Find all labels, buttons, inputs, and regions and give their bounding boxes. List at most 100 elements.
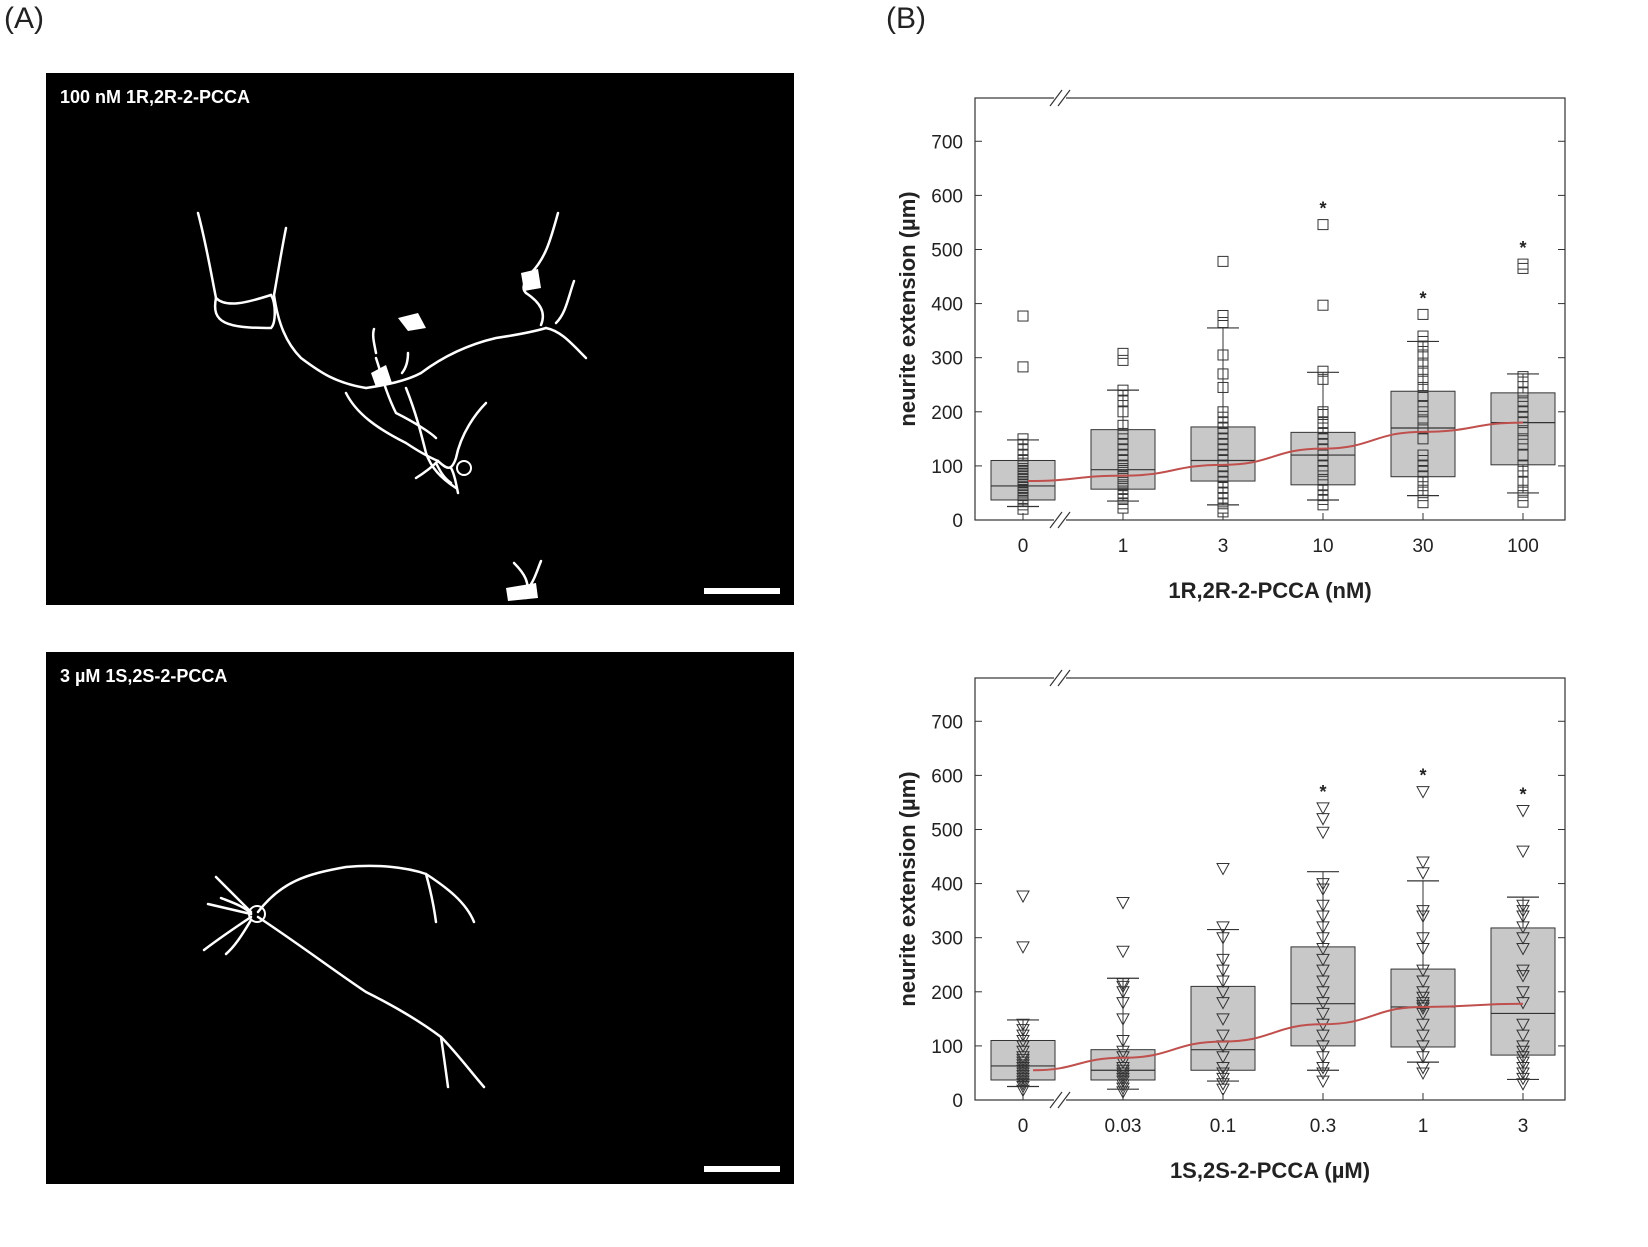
box <box>1490 927 1556 1056</box>
data-point <box>1217 406 1229 418</box>
panel-label-a: (A) <box>4 2 44 35</box>
data-point <box>1216 953 1230 967</box>
data-point <box>1116 978 1130 991</box>
data-point <box>1016 1024 1030 1037</box>
chart-top: 0 100 200 300 400 500 600 700 0 1 3 10 30 100 1R,2R-2-… <box>870 80 1570 620</box>
data-point <box>1316 883 1330 897</box>
data-point <box>1117 354 1129 366</box>
data-point <box>1517 262 1529 274</box>
y-axis-label: neurite extension (µm) <box>895 191 920 426</box>
data-point <box>1016 1018 1030 1032</box>
data-point <box>1317 299 1329 311</box>
y-tick-label: 0 <box>952 511 963 532</box>
data-point <box>1316 813 1330 826</box>
x-tick-label: 0.3 <box>1310 1116 1336 1137</box>
scale-bar-top <box>704 588 780 594</box>
box <box>1190 985 1256 1071</box>
data-point <box>1217 349 1229 361</box>
data-point <box>1417 308 1429 320</box>
chart-bottom: 0 100 200 300 400 500 600 700 0 0.03 0.1 0.3 1 3 1S,2S… <box>870 660 1570 1200</box>
data-point <box>1517 258 1529 270</box>
y-tick-label: 500 <box>931 820 963 841</box>
data-point <box>1116 1034 1130 1048</box>
data-point <box>1517 460 1529 472</box>
data-point <box>1116 1064 1130 1078</box>
data-point <box>1416 932 1430 945</box>
data-point <box>1216 1029 1230 1043</box>
significance-star: * <box>1419 288 1426 308</box>
data-point <box>1216 862 1230 876</box>
data-point <box>1317 473 1329 485</box>
data-point <box>1417 330 1429 342</box>
data-point <box>1116 986 1130 999</box>
x-tick-label: 1 <box>1118 536 1129 557</box>
data-point <box>1317 373 1329 385</box>
significance-star: * <box>1519 785 1526 805</box>
data-point <box>1316 1075 1330 1089</box>
data-point <box>1117 419 1129 431</box>
data-point <box>1517 425 1529 437</box>
y-tick-label: 500 <box>931 240 963 261</box>
data-point <box>1416 910 1430 924</box>
data-point <box>1316 826 1330 840</box>
data-point <box>1316 899 1330 913</box>
data-point <box>1517 496 1529 508</box>
x-tick-label: 3 <box>1218 536 1229 557</box>
y-tick-label: 700 <box>931 132 963 153</box>
data-point <box>1517 371 1529 383</box>
y-tick-label: 400 <box>931 295 963 316</box>
scale-bar-bottom <box>704 1166 780 1172</box>
data-point <box>1317 406 1329 418</box>
data-point <box>1217 317 1229 329</box>
chart-top-svg: 0 100 200 300 400 500 600 700 0 1 3 10 30 100 1R,2R-2-… <box>895 89 1566 603</box>
data-point <box>1516 1018 1530 1032</box>
data-point <box>1117 347 1129 359</box>
axis-break-mark <box>1049 89 1063 107</box>
data-point <box>1417 414 1429 426</box>
data-point <box>1117 427 1129 439</box>
data-point <box>1116 980 1130 994</box>
data-point <box>1417 422 1429 434</box>
micrograph-bottom-caption: 3 µM 1S,2S-2-PCCA <box>60 666 228 686</box>
box <box>1190 426 1256 482</box>
data-point <box>1316 1067 1330 1080</box>
data-point <box>1117 384 1129 396</box>
x-tick-label: 0 <box>1018 536 1029 557</box>
micrograph-bottom: 3 µM 1S,2S-2-PCCA <box>46 652 794 1184</box>
x-axis-label: 1S,2S-2-PCCA (µM) <box>1170 1158 1370 1183</box>
y-tick-label: 200 <box>931 403 963 424</box>
fit-curve <box>1032 1002 1524 1072</box>
data-point <box>1517 387 1529 399</box>
data-point <box>1417 497 1429 509</box>
fit-curve <box>1027 421 1524 483</box>
data-point <box>1517 449 1529 461</box>
x-tick-label: 100 <box>1507 536 1539 557</box>
y-tick-label: 600 <box>931 186 963 207</box>
data-point <box>1216 1013 1230 1026</box>
data-point <box>1116 897 1130 910</box>
x-tick-label: 0.1 <box>1210 1116 1236 1137</box>
data-point <box>1116 1082 1130 1096</box>
data-point <box>1517 484 1529 496</box>
data-point <box>1417 373 1429 385</box>
data-point <box>1416 1067 1430 1080</box>
data-point <box>1417 400 1429 412</box>
data-point <box>1017 433 1029 445</box>
x-axis-label: 1R,2R-2-PCCA (nM) <box>1168 578 1371 603</box>
data-point <box>1417 381 1429 393</box>
data-point <box>1117 406 1129 418</box>
plot-frame <box>974 97 1566 521</box>
axis-break-mark <box>1057 669 1071 687</box>
data-point <box>1417 433 1429 445</box>
data-point <box>1016 1059 1030 1072</box>
data-point <box>1416 905 1430 918</box>
neuron-image-bottom <box>202 864 486 1089</box>
plot-frame <box>974 677 1566 1101</box>
axis-break-gap <box>1054 512 1066 528</box>
y-tick-label: 100 <box>931 457 963 478</box>
data-point <box>1416 964 1430 978</box>
data-point <box>1516 970 1530 983</box>
axis-break-mark <box>1057 1091 1071 1109</box>
y-tick-label: 100 <box>931 1037 963 1058</box>
axis-break-gap <box>1054 90 1066 106</box>
